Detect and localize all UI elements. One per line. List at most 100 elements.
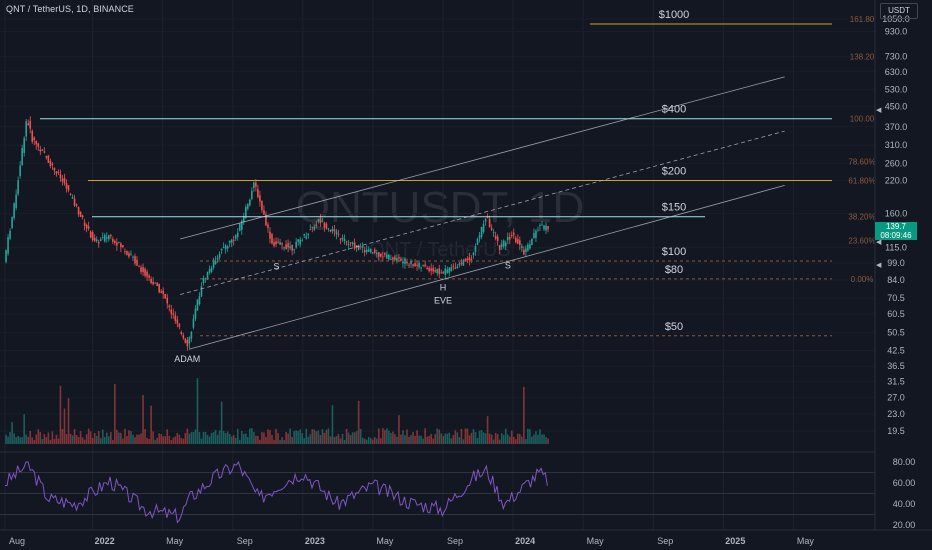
- currency-button[interactable]: USDT: [880, 3, 918, 19]
- volume-bar: [134, 437, 136, 444]
- volume-bar: [361, 437, 364, 444]
- volume-bar: [65, 433, 68, 444]
- candle: [422, 265, 424, 267]
- scroll-marker-icon[interactable]: ◀: [876, 262, 882, 269]
- volume-bar: [236, 428, 239, 444]
- candle: [180, 331, 183, 335]
- price-tick-label: 450.0: [885, 102, 908, 112]
- candle: [341, 237, 344, 240]
- candle: [238, 223, 241, 231]
- candle: [510, 235, 513, 237]
- volume-bar: [186, 428, 189, 444]
- volume-bar: [504, 428, 507, 444]
- volume-bar: [472, 429, 475, 444]
- volume-bar: [206, 434, 209, 444]
- candle: [416, 264, 418, 266]
- volume-bar: [138, 434, 140, 444]
- rsi-tick-label: 40.00: [893, 499, 916, 509]
- scroll-marker-icon[interactable]: ◀: [876, 107, 882, 114]
- candle: [521, 246, 523, 249]
- scroll-marker-icon[interactable]: ◀: [876, 239, 882, 246]
- volume-bar: [87, 428, 90, 444]
- volume-bar: [406, 429, 408, 444]
- volume-bar: [394, 434, 396, 444]
- volume-bar: [496, 434, 499, 444]
- candle: [71, 196, 74, 199]
- volume-bar: [273, 439, 275, 444]
- fib-label: 61.80%: [848, 177, 875, 186]
- candle: [89, 231, 92, 238]
- volume-bar: [232, 435, 235, 444]
- volume-bar: [99, 438, 102, 444]
- candle: [394, 256, 396, 260]
- time-tick-label: May: [587, 536, 605, 546]
- volume-bar: [142, 395, 144, 444]
- candle: [11, 217, 13, 229]
- candle: [220, 248, 223, 251]
- volume-bar: [448, 432, 451, 444]
- candle: [144, 268, 146, 276]
- candle: [500, 244, 503, 248]
- volume-bar: [212, 432, 215, 444]
- candle: [339, 238, 342, 240]
- volume-bar: [13, 433, 15, 444]
- candle: [164, 293, 167, 299]
- price-tick-label: 31.5: [887, 376, 905, 386]
- volume-bar: [21, 437, 23, 444]
- candle: [93, 237, 96, 241]
- volume-bar: [61, 429, 64, 444]
- volume-bar: [386, 428, 388, 444]
- volume-bar: [168, 435, 171, 444]
- volume-bar: [255, 435, 257, 444]
- volume-bar: [67, 398, 70, 444]
- volume-bar: [430, 433, 432, 444]
- volume-bar: [122, 438, 124, 444]
- candle: [406, 261, 408, 264]
- candle: [150, 278, 152, 284]
- volume-bar: [154, 439, 156, 444]
- candle: [410, 260, 412, 265]
- candle: [412, 264, 414, 266]
- volume-bar: [112, 439, 114, 444]
- volume-bar: [166, 429, 169, 444]
- volume-bar: [398, 415, 400, 444]
- volume-bar: [130, 431, 132, 444]
- volume-bar: [490, 434, 493, 444]
- volume-bar: [214, 430, 217, 444]
- candle: [21, 148, 23, 166]
- volume-bar: [466, 428, 469, 444]
- volume-bar: [11, 422, 13, 444]
- candle: [392, 257, 394, 260]
- volume-bar: [484, 433, 487, 444]
- candle: [267, 224, 269, 228]
- volume-bar: [77, 436, 80, 444]
- candle: [547, 226, 549, 230]
- candle: [297, 239, 299, 242]
- volume-bar: [216, 434, 219, 444]
- candle: [277, 241, 279, 243]
- volume-bar: [434, 434, 437, 444]
- pattern-label: S: [505, 260, 511, 270]
- candle: [103, 235, 106, 242]
- candle: [148, 275, 150, 278]
- candle: [420, 267, 422, 269]
- candle: [351, 242, 354, 245]
- volume-bar: [279, 439, 281, 444]
- volume-bar: [460, 428, 463, 444]
- candle: [464, 258, 467, 262]
- volume-bar: [315, 431, 318, 444]
- volume-bar: [251, 428, 253, 444]
- candle: [388, 254, 390, 260]
- price-tick-label: 36.5: [887, 361, 905, 371]
- time-tick-label: 2024: [515, 536, 535, 546]
- candle: [75, 204, 78, 206]
- candle: [196, 299, 199, 311]
- candle: [212, 259, 215, 268]
- volume-bar: [541, 434, 543, 444]
- volume-bar: [289, 428, 291, 444]
- volume-bar: [444, 433, 447, 444]
- candle: [490, 227, 493, 230]
- candle: [347, 243, 350, 245]
- candle: [543, 225, 545, 230]
